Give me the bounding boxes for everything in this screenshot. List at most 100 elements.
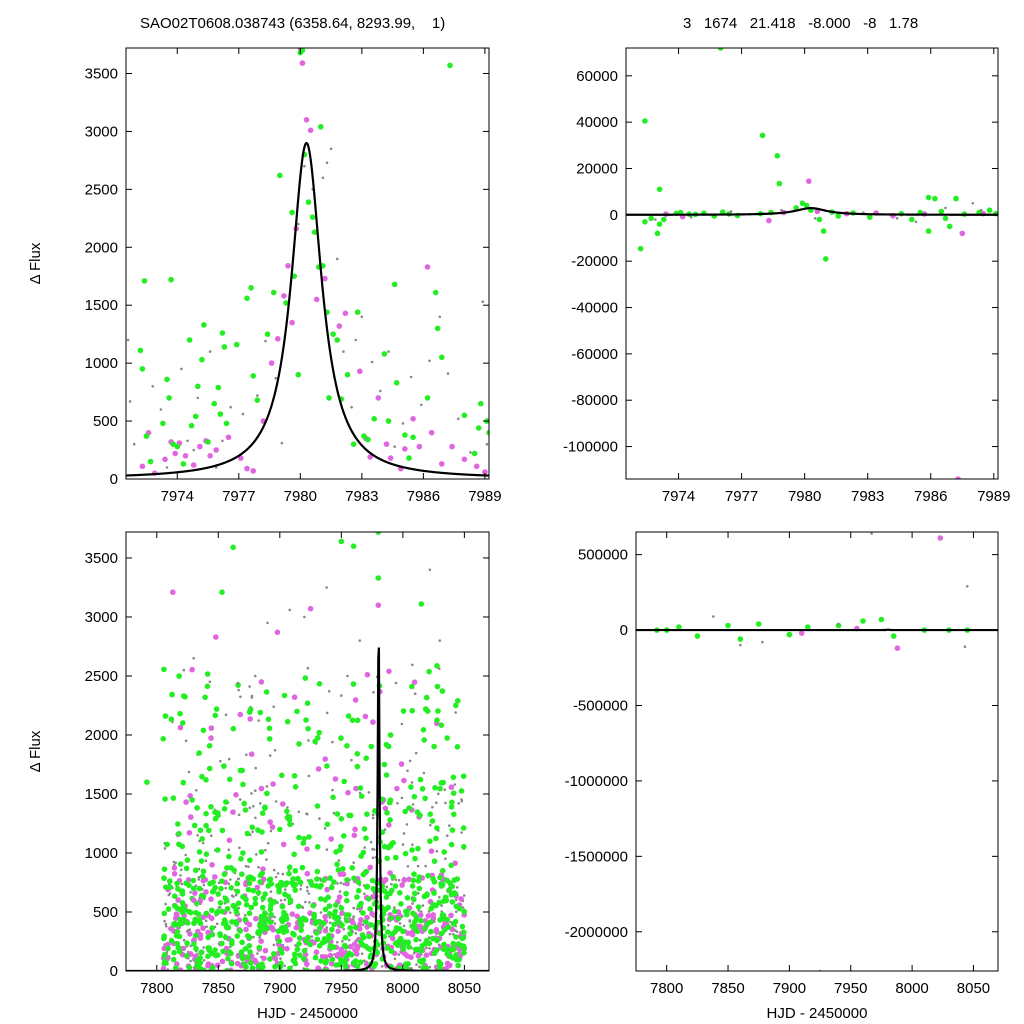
data-point-green [305,199,312,205]
data-point-green [343,944,349,950]
data-point-gray [341,939,344,943]
data-point-green [434,683,441,690]
data-point-green [203,822,209,829]
data-point-gray [393,957,397,961]
data-point-green [176,948,183,955]
data-point-green [421,737,428,743]
data-point-gray [189,890,192,894]
data-point-green [162,796,168,802]
data-point-green [233,341,240,348]
data-point-gray [385,885,389,889]
data-point-green [217,931,223,937]
data-point-green [179,900,186,906]
data-point-magenta [280,801,286,807]
data-point-magenta [200,877,207,884]
data-point-gray [269,829,273,833]
data-point-green [384,810,390,816]
data-point-gray [329,147,333,151]
data-point-green [219,940,225,947]
data-point-gray [428,947,431,950]
data-point-green [298,927,305,933]
data-point-green [946,223,953,230]
data-point-green [191,822,198,829]
data-point-gray [196,834,199,837]
data-point-green [215,891,221,897]
y-tick-label: 1000 [85,355,118,372]
data-point-magenta [955,476,961,479]
data-point-green [297,879,304,886]
data-point-green [411,793,418,800]
data-point-magenta [268,360,275,366]
data-point-magenta [806,178,812,184]
data-point-green [449,899,456,905]
data-point-green [166,395,172,401]
data-point-magenta [402,446,408,452]
data-point-green [227,776,233,783]
data-point-green [202,694,208,701]
data-point-green [190,885,197,892]
data-point-green [303,717,309,723]
data-point-magenta [328,960,335,967]
data-point-gray [354,338,358,342]
data-point-gray [363,892,366,896]
data-point-gray [328,916,332,919]
data-point-green [717,48,724,51]
data-point-green [230,544,236,551]
data-point-green [367,906,373,912]
data-point-green [198,949,204,956]
data-point-gray [164,922,168,926]
data-point-green [245,875,251,881]
data-point-green [329,956,336,963]
data-point-green [246,943,253,949]
data-point-green [168,276,174,283]
data-point-magenta [358,917,364,923]
data-point-green [200,868,207,874]
data-point-green [197,920,204,927]
data-point-green [418,601,425,607]
data-point-green [313,930,320,936]
data-point-green [355,879,362,886]
data-point-magenta [335,951,341,958]
data-point-green [311,911,317,918]
data-point-gray [966,585,969,588]
data-point-green [296,834,302,841]
data-point-gray [761,640,764,644]
data-point-green [397,890,403,896]
data-point-green [461,929,467,936]
data-point-green [441,849,448,855]
data-point-green [222,920,229,926]
data-point-green [420,727,427,733]
data-point-green [451,877,458,883]
data-point-green [196,849,203,855]
data-point-green [257,709,264,716]
data-point-green [431,743,437,750]
data-point-green [375,575,382,581]
data-point-gray [321,176,325,180]
data-point-gray [248,685,251,688]
data-point-green [444,950,451,957]
data-point-green [387,797,394,803]
data-point-magenta [328,836,335,842]
data-point-green [239,939,245,946]
data-point-gray [273,915,276,919]
data-point-green [311,229,318,235]
data-point-green [384,945,391,951]
data-point-magenta [261,955,267,962]
data-point-green [330,944,337,950]
data-point-gray [230,894,234,897]
y-tick-label: 0 [110,471,118,488]
data-point-green [432,289,439,296]
data-point-green [878,616,885,623]
data-point-green [203,777,209,783]
data-point-green [170,795,177,801]
y-tick-label: 1500 [85,297,118,314]
data-point-gray [195,789,198,792]
data-point-green [354,894,360,900]
y-tick-label: 0 [110,963,118,980]
data-point-gray [297,222,300,226]
data-point-gray [237,813,241,817]
data-point-green [381,888,388,894]
data-point-gray [350,405,353,409]
data-point-green [318,958,324,964]
data-point-green [816,216,823,223]
